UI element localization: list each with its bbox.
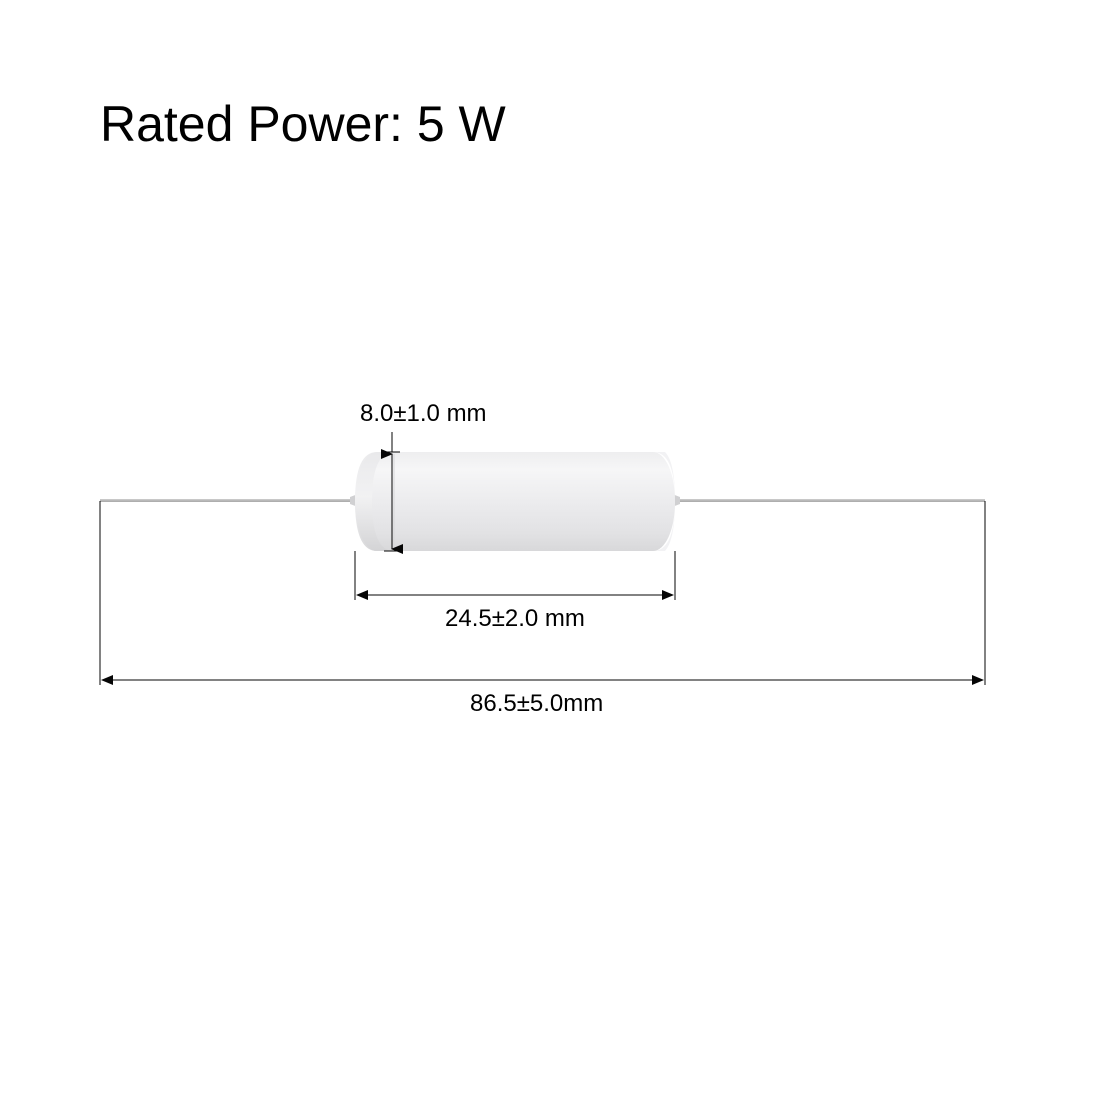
dim-overall-length-label: 86.5±5.0mm bbox=[470, 690, 603, 718]
dim-body-length bbox=[355, 551, 675, 600]
dim-diameter-label: 8.0±1.0 mm bbox=[360, 400, 487, 428]
diagram-svg bbox=[0, 0, 1100, 1100]
diagram-stage: Rated Power: 5 W bbox=[0, 0, 1100, 1100]
dim-body-length-label: 24.5±2.0 mm bbox=[445, 605, 585, 633]
resistor-body bbox=[355, 452, 675, 551]
